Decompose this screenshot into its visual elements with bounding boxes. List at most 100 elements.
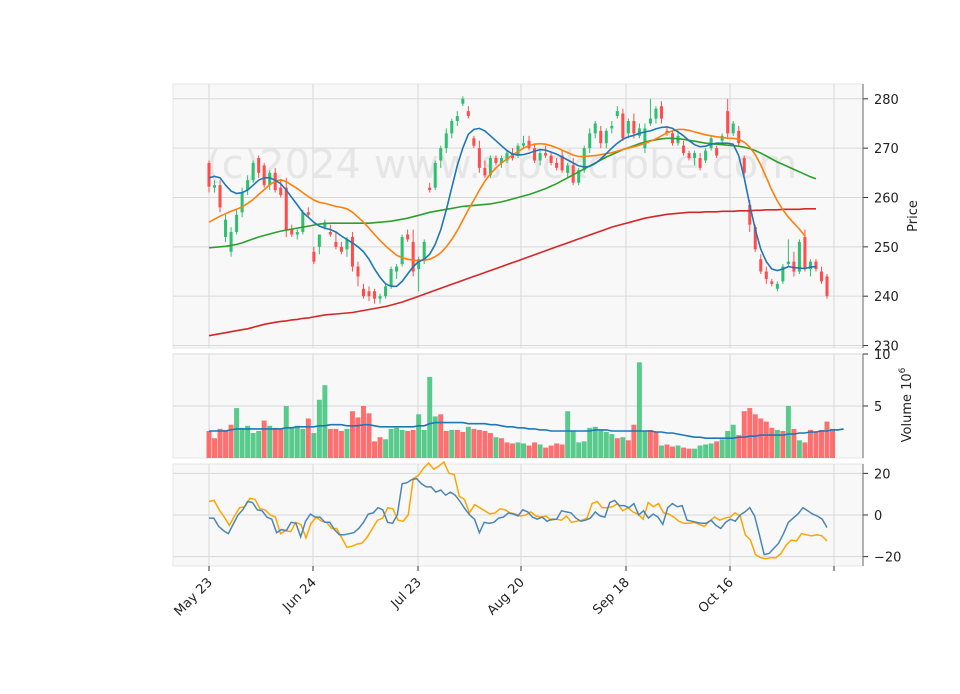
volume-bar (609, 434, 615, 458)
volume-bar (438, 414, 444, 458)
volume-bar (758, 418, 764, 458)
volume-bar (818, 429, 824, 458)
ma-mid-line (208, 128, 806, 262)
candle-body (704, 150, 708, 161)
volume-bar (206, 430, 212, 458)
x-tick-label: Oct 16 (696, 575, 737, 616)
volume-bar (344, 428, 350, 458)
candle-body (400, 236, 404, 265)
volume-bar (278, 428, 284, 458)
volume-bar (559, 444, 565, 458)
volume-bar (388, 428, 394, 458)
candle-body (654, 108, 658, 119)
volume-bar (565, 411, 571, 458)
candle-body (422, 241, 426, 260)
volume-bar (316, 399, 322, 458)
ma-long-line (208, 208, 816, 337)
volume-bar (714, 441, 720, 458)
volume-bar (289, 427, 295, 458)
volume-bar (670, 446, 675, 458)
volume-bar (763, 421, 769, 458)
candle-body (328, 232, 332, 235)
volume-bar (239, 427, 245, 458)
volume-bar (681, 447, 687, 458)
candle-body (819, 271, 823, 282)
candle-body (781, 266, 785, 282)
candle-body (284, 187, 288, 230)
candle-body (334, 241, 338, 247)
volume-axis-label-exponent: 6 (898, 367, 908, 373)
volume-bar (283, 406, 289, 458)
candle-body (682, 145, 686, 154)
candle-body (207, 162, 211, 187)
volume-bar (228, 424, 234, 458)
y-tick-label: 250 (874, 241, 899, 256)
candle-body (759, 259, 763, 272)
candle-body (726, 111, 730, 134)
volume-bar (719, 439, 725, 458)
volume-bar (212, 438, 218, 458)
volume-bar (532, 442, 538, 458)
candle-body (417, 259, 421, 270)
candle-body (643, 128, 647, 149)
volume-bar (245, 425, 251, 458)
candle-body (582, 148, 586, 171)
candle-body (808, 261, 812, 270)
candle-body (533, 148, 537, 161)
volume-bar (642, 430, 648, 458)
volume-bar (322, 385, 328, 458)
candle-body (433, 162, 437, 188)
volume-bar (736, 435, 742, 458)
y-tick-label: 0 (874, 509, 882, 524)
candle-body (367, 291, 371, 297)
volume-bar (399, 429, 405, 458)
volume-bar (498, 438, 504, 458)
volume-bar (394, 427, 400, 458)
candle-body (350, 236, 354, 267)
candle-body (477, 148, 481, 168)
candle-body (604, 130, 608, 144)
candle-body (588, 133, 592, 149)
candle-body (395, 266, 399, 272)
volume-bar (620, 437, 626, 458)
candle-body (505, 153, 509, 161)
volume-bar (465, 426, 471, 458)
candle-body (224, 219, 228, 237)
volume-bar (675, 445, 681, 458)
volume-bar (383, 439, 389, 458)
volume-bar (267, 425, 273, 458)
candle-body (323, 222, 327, 228)
volume-bar (785, 406, 791, 458)
candle-body (764, 271, 768, 279)
candle-body (483, 167, 487, 176)
volume-bar (703, 444, 709, 458)
candle-body (494, 158, 498, 163)
candle-body (312, 251, 316, 262)
volume-bar (824, 421, 830, 458)
candle-body (455, 116, 459, 122)
candle-body (593, 123, 597, 134)
volume-bar (250, 433, 256, 458)
volume-bar (708, 443, 714, 458)
volume-bar (305, 418, 311, 458)
volume-bar (476, 429, 482, 458)
volume-bar (576, 442, 582, 458)
candle-body (803, 236, 807, 270)
y-tick-label: 260 (874, 191, 899, 206)
candle-body (538, 153, 542, 161)
volume-bar (807, 429, 813, 458)
candle-body (632, 121, 636, 134)
volume-bar (631, 424, 637, 458)
candle-body (262, 165, 266, 186)
volume-bar (421, 429, 427, 458)
volume-bar (780, 430, 786, 458)
volume-bar (554, 443, 560, 458)
candle-body (345, 239, 349, 250)
candle-body (246, 180, 250, 191)
candle-body (229, 232, 233, 252)
candle-body (450, 121, 454, 134)
candle-body (770, 281, 774, 284)
candle-body (522, 143, 526, 146)
volume-axis-label-text: Volume 10 (900, 373, 915, 442)
